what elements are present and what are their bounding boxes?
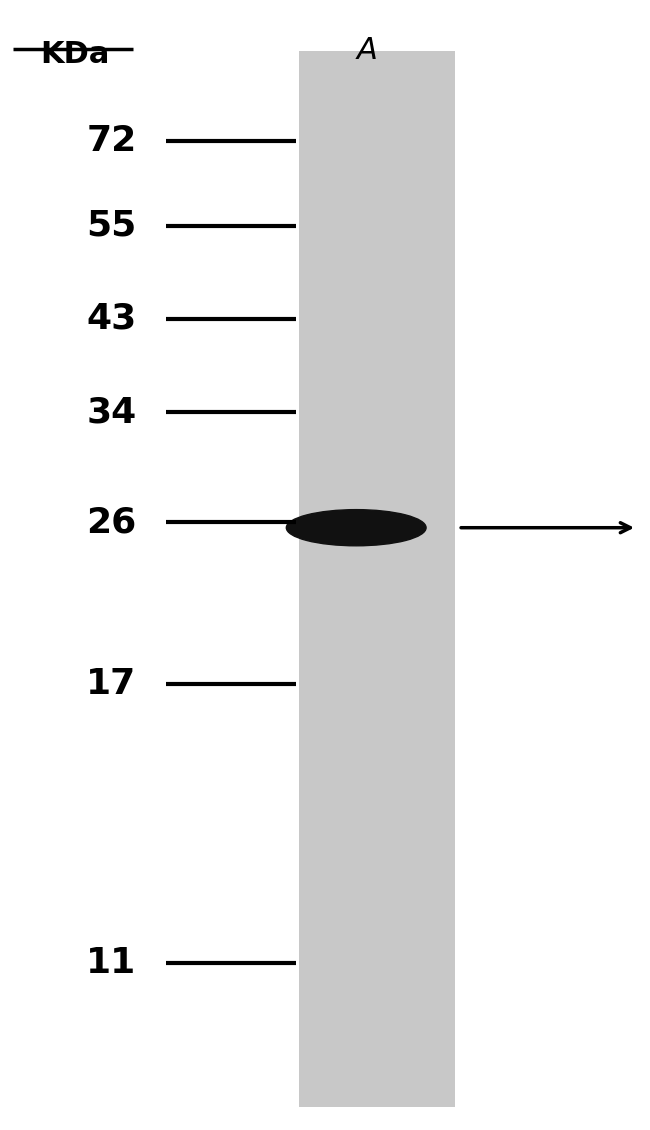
Text: 43: 43 (86, 302, 136, 336)
Text: 55: 55 (86, 209, 136, 243)
Text: A: A (357, 36, 378, 66)
Text: 11: 11 (86, 946, 136, 980)
Text: 17: 17 (86, 667, 136, 701)
Ellipse shape (287, 510, 426, 546)
Bar (299, 51, 455, 1107)
Text: 34: 34 (86, 396, 136, 429)
Text: 26: 26 (86, 505, 136, 539)
Text: 72: 72 (86, 124, 136, 158)
Text: KDa: KDa (40, 40, 109, 69)
